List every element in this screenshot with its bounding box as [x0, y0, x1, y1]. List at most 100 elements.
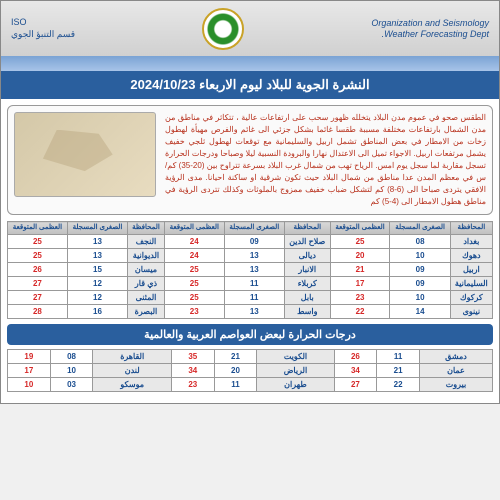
table-row: دهوك1020ديالى1324الديوانية1325	[8, 248, 493, 262]
gov-cell: بابل	[284, 290, 330, 304]
low-cell: 21	[214, 349, 257, 363]
low-cell: 09	[390, 276, 450, 290]
city-cell: طهران	[257, 377, 334, 391]
table-row: دمشق1126الكويت2135القاهرة0819	[8, 349, 493, 363]
gov-cell: الديوانية	[128, 248, 165, 262]
col-gov: المحافظة	[284, 222, 330, 235]
high-cell: 24	[164, 248, 224, 262]
high-cell: 27	[8, 276, 68, 290]
high-cell: 35	[171, 349, 214, 363]
weather-bulletin: Organization and Seismology Weather Fore…	[0, 0, 500, 404]
high-cell: 27	[334, 377, 377, 391]
gov-cell: النجف	[128, 234, 165, 248]
gov-cell: صلاح الدين	[284, 234, 330, 248]
high-cell: 25	[164, 290, 224, 304]
table-row: اربيل0921الانبار1325ميسان1526	[8, 262, 493, 276]
city-cell: القاهرة	[93, 349, 172, 363]
high-cell: 20	[330, 248, 390, 262]
low-cell: 11	[214, 377, 257, 391]
world-temps-table: دمشق1126الكويت2135القاهرة0819عمان2134الر…	[7, 349, 493, 392]
gov-cell: الانبار	[284, 262, 330, 276]
low-cell: 11	[224, 276, 284, 290]
high-cell: 25	[330, 234, 390, 248]
table-row: نينوى1422واسط1323البصرة1628	[8, 304, 493, 318]
high-cell: 25	[8, 248, 68, 262]
low-cell: 21	[377, 363, 420, 377]
low-cell: 20	[214, 363, 257, 377]
gov-cell: كركوك	[450, 290, 492, 304]
gov-cell: دهوك	[450, 248, 492, 262]
col-high-exp: العظمى المتوقعة	[330, 222, 390, 235]
high-cell: 23	[171, 377, 214, 391]
iraq-temps-table: المحافظة الصغرى المسجلة العظمى المتوقعة …	[7, 221, 493, 319]
col-low-rec: الصغرى المسجلة	[390, 222, 450, 235]
col-low-rec: الصغرى المسجلة	[67, 222, 127, 235]
high-cell: 17	[330, 276, 390, 290]
col-high-exp: العظمى المتوقعة	[8, 222, 68, 235]
low-cell: 13	[67, 248, 127, 262]
bulletin-title: النشرة الجوية للبلاد ليوم الاربعاء 2024/…	[1, 71, 499, 99]
high-cell: 25	[164, 262, 224, 276]
city-cell: لندن	[93, 363, 172, 377]
city-cell: الكويت	[257, 349, 334, 363]
high-cell: 28	[8, 304, 68, 318]
low-cell: 10	[390, 248, 450, 262]
table-row: السليمانية0917كربلاء1125ذي قار1227	[8, 276, 493, 290]
low-cell: 08	[390, 234, 450, 248]
high-cell: 19	[8, 349, 51, 363]
low-cell: 13	[224, 262, 284, 276]
high-cell: 23	[164, 304, 224, 318]
col-gov: المحافظة	[128, 222, 165, 235]
high-cell: 27	[8, 290, 68, 304]
city-cell: دمشق	[419, 349, 492, 363]
low-cell: 09	[390, 262, 450, 276]
high-cell: 22	[330, 304, 390, 318]
low-cell: 13	[224, 248, 284, 262]
city-cell: بيروت	[419, 377, 492, 391]
gov-cell: كربلاء	[284, 276, 330, 290]
table-row: بيروت2227طهران1123موسكو0310	[8, 377, 493, 391]
low-cell: 13	[67, 234, 127, 248]
world-title: درجات الحرارة لبعض العواصم العربية والعا…	[7, 324, 493, 345]
high-cell: 34	[171, 363, 214, 377]
high-cell: 17	[8, 363, 51, 377]
content-area: الطقس صحو في عموم مدن البلاد يتخلله ظهور…	[1, 99, 499, 403]
high-cell: 26	[8, 262, 68, 276]
banner-clouds	[1, 56, 499, 71]
high-cell: 34	[334, 363, 377, 377]
low-cell: 13	[224, 304, 284, 318]
low-cell: 11	[224, 290, 284, 304]
low-cell: 10	[390, 290, 450, 304]
low-cell: 10	[50, 363, 93, 377]
low-cell: 03	[50, 377, 93, 391]
logo-icon	[202, 8, 244, 50]
table-row: عمان2134الرياض2034لندن1017	[8, 363, 493, 377]
iraq-map	[14, 112, 156, 197]
high-cell: 24	[164, 234, 224, 248]
low-cell: 09	[224, 234, 284, 248]
col-gov: المحافظة	[450, 222, 492, 235]
city-cell: موسكو	[93, 377, 172, 391]
org-name-ar: ISO قسم التنبؤ الجوي	[11, 17, 75, 40]
low-cell: 15	[67, 262, 127, 276]
low-cell: 16	[67, 304, 127, 318]
col-low-rec: الصغرى المسجلة	[224, 222, 284, 235]
forecast-box: الطقس صحو في عموم مدن البلاد يتخلله ظهور…	[7, 105, 493, 215]
gov-cell: ذي قار	[128, 276, 165, 290]
low-cell: 12	[67, 276, 127, 290]
high-cell: 26	[334, 349, 377, 363]
org-name-en: Organization and Seismology Weather Fore…	[371, 18, 489, 40]
gov-cell: نينوى	[450, 304, 492, 318]
high-cell: 25	[164, 276, 224, 290]
low-cell: 12	[67, 290, 127, 304]
low-cell: 22	[377, 377, 420, 391]
high-cell: 25	[8, 234, 68, 248]
table-row: كركوك1023بابل1125المثنى1227	[8, 290, 493, 304]
gov-cell: البصرة	[128, 304, 165, 318]
gov-cell: المثنى	[128, 290, 165, 304]
col-high-exp: العظمى المتوقعة	[164, 222, 224, 235]
high-cell: 23	[330, 290, 390, 304]
gov-cell: بغداد	[450, 234, 492, 248]
high-cell: 21	[330, 262, 390, 276]
high-cell: 10	[8, 377, 51, 391]
